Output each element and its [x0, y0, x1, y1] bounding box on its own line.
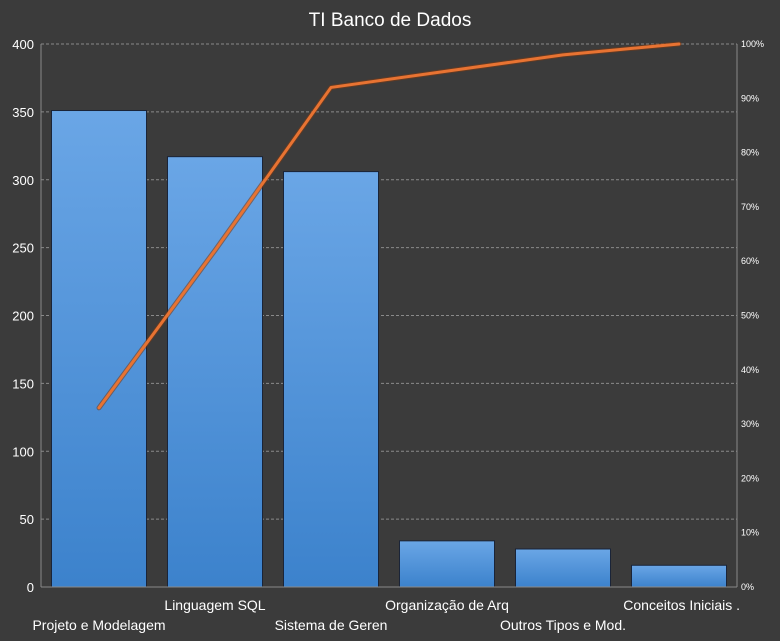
y-tick-label: 0 — [27, 580, 34, 595]
bar — [631, 564, 727, 588]
y-tick-label: 400 — [12, 37, 34, 52]
y2-tick-label: 80% — [741, 148, 759, 158]
bar — [51, 110, 147, 588]
y2-tick-label: 0% — [741, 582, 754, 592]
y2-tick-label: 100% — [741, 39, 764, 49]
y2-tick-label: 10% — [741, 528, 759, 538]
y-tick-label: 150 — [12, 376, 34, 391]
y2-tick-label: 90% — [741, 93, 759, 103]
y-tick-label: 250 — [12, 241, 34, 256]
y2-tick-label: 70% — [741, 202, 759, 212]
bar — [283, 171, 379, 588]
x-category-label: Sistema de Geren — [275, 617, 388, 633]
y-tick-label: 50 — [20, 512, 34, 527]
x-category-label: Linguagem SQL — [164, 597, 265, 613]
x-category-label: Outros Tipos e Mod. — [500, 617, 626, 633]
y-tick-label: 300 — [12, 173, 34, 188]
y-tick-label: 100 — [12, 444, 34, 459]
y2-tick-label: 50% — [741, 311, 759, 321]
y2-tick-label: 60% — [741, 256, 759, 266]
x-category-label: Conceitos Iniciais . — [623, 597, 740, 613]
chart-title: TI Banco de Dados — [309, 10, 472, 31]
y2-tick-label: 40% — [741, 365, 759, 375]
bar — [167, 156, 263, 588]
cumulative-line — [97, 42, 681, 410]
y-tick-label: 200 — [12, 309, 34, 324]
y2-tick-label: 20% — [741, 473, 759, 483]
y2-tick-label: 30% — [741, 419, 759, 429]
bar — [399, 540, 495, 588]
y-tick-label: 350 — [12, 105, 34, 120]
x-category-label: Organização de Arq — [385, 597, 509, 613]
bar — [515, 548, 611, 588]
x-category-label: Projeto e Modelagem — [32, 617, 165, 633]
